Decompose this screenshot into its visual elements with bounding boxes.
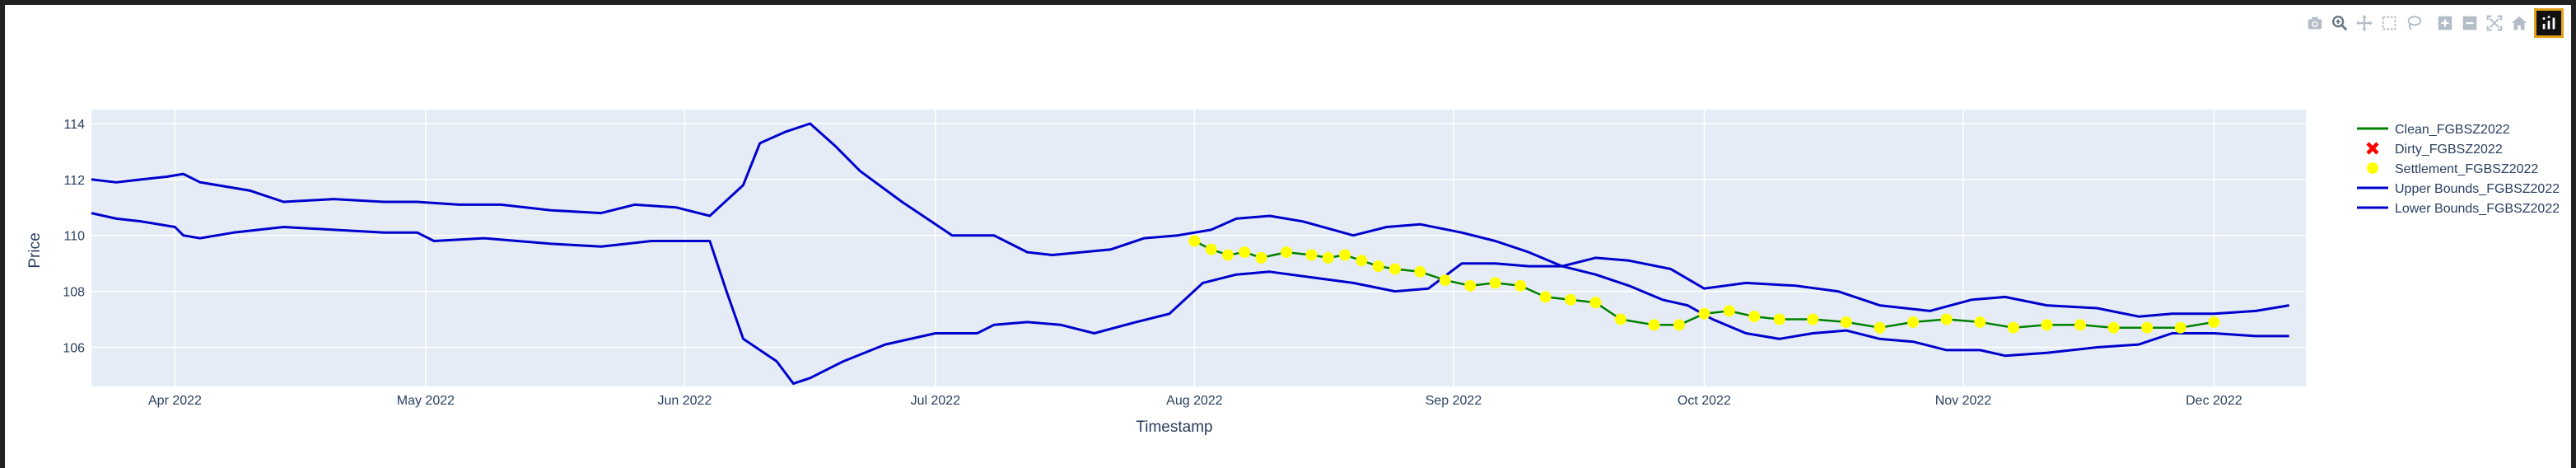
x-tick-label: Nov 2022 bbox=[1935, 394, 1992, 408]
settlement-marker[interactable] bbox=[1514, 279, 1527, 292]
settlement-marker[interactable] bbox=[1222, 249, 1234, 261]
legend-item[interactable]: Dirty_FGBSZ2022 bbox=[2366, 142, 2503, 157]
legend-label: Clean_FGBSZ2022 bbox=[2395, 123, 2510, 137]
settlement-marker[interactable] bbox=[1840, 316, 1852, 328]
zoom-out-icon[interactable] bbox=[2457, 11, 2482, 35]
x-axis-ticks: Apr 2022 May 2022 Jun 2022 Jul 2022 Aug 2022… bbox=[148, 394, 2242, 408]
legend-item[interactable]: Lower Bounds_FGBSZ2022 bbox=[2357, 202, 2560, 216]
settlement-marker[interactable] bbox=[1907, 316, 1920, 328]
series-line-upper-bounds-fgbsz2022[interactable] bbox=[91, 122, 2289, 318]
settlement-marker[interactable] bbox=[2208, 316, 2220, 328]
x-tick-label: Dec 2022 bbox=[2186, 394, 2242, 408]
settlement-marker[interactable] bbox=[1589, 297, 1602, 309]
camera-icon[interactable] bbox=[2303, 11, 2327, 35]
lasso-icon[interactable] bbox=[2401, 11, 2426, 35]
y-tick-label: 112 bbox=[63, 174, 85, 188]
legend-item[interactable]: Settlement_FGBSZ2022 bbox=[2367, 162, 2538, 176]
series-line-clean-fgbsz2022[interactable] bbox=[1193, 240, 2214, 329]
settlement-marker[interactable] bbox=[1648, 319, 1660, 331]
pan-icon[interactable] bbox=[2352, 11, 2377, 35]
legend-item[interactable]: Clean_FGBSZ2022 bbox=[2357, 123, 2510, 137]
box-select-icon[interactable] bbox=[2377, 11, 2401, 35]
plot-page: Apr 2022 May 2022 Jun 2022 Jul 2022 Aug 2022… bbox=[5, 5, 2571, 468]
legend-marker-swatch bbox=[2367, 162, 2378, 174]
y-tick-label: 106 bbox=[63, 341, 85, 355]
zoom-icon[interactable] bbox=[2327, 11, 2352, 35]
settlement-marker[interactable] bbox=[1464, 279, 1477, 292]
settlement-marker[interactable] bbox=[2174, 321, 2186, 334]
settlement-marker[interactable] bbox=[1281, 246, 1293, 259]
settlement-marker[interactable] bbox=[1372, 260, 1384, 273]
settlement-marker[interactable] bbox=[1698, 307, 1710, 320]
settlement-marker[interactable] bbox=[2041, 319, 2053, 331]
zoom-in-icon[interactable] bbox=[2433, 11, 2457, 35]
settlement-marker[interactable] bbox=[1874, 321, 1886, 334]
settlement-marker[interactable] bbox=[1773, 313, 1785, 325]
y-tick-label: 114 bbox=[63, 118, 85, 132]
legend[interactable]: Clean_FGBSZ2022 Dirty_FGBSZ2022 Settlement… bbox=[2357, 123, 2560, 216]
settlement-marker[interactable] bbox=[1489, 277, 1501, 289]
x-tick-label: May 2022 bbox=[397, 394, 455, 408]
modebar bbox=[2303, 8, 2564, 38]
settlement-marker[interactable] bbox=[1205, 243, 1217, 255]
series-line-lower-bounds-fgbsz2022[interactable] bbox=[91, 212, 2289, 386]
settlement-marker[interactable] bbox=[1748, 311, 1761, 323]
legend-item[interactable]: Upper Bounds_FGBSZ2022 bbox=[2357, 182, 2560, 196]
x-tick-label: Sep 2022 bbox=[1426, 394, 1482, 408]
series-layer bbox=[91, 122, 2289, 386]
settlement-marker[interactable] bbox=[1723, 305, 1735, 317]
settlement-marker[interactable] bbox=[1940, 313, 1953, 325]
settlement-marker[interactable] bbox=[1239, 246, 1251, 259]
x-tick-label: Aug 2022 bbox=[1166, 394, 1223, 408]
settlement-marker[interactable] bbox=[1565, 293, 1577, 306]
legend-label: Settlement_FGBSZ2022 bbox=[2395, 162, 2538, 176]
plot-area[interactable] bbox=[91, 110, 2306, 386]
settlement-marker[interactable] bbox=[1255, 251, 1267, 264]
settlement-marker[interactable] bbox=[1339, 249, 1351, 261]
settlement-marker[interactable] bbox=[1439, 274, 1451, 287]
settlement-marker[interactable] bbox=[2074, 319, 2087, 331]
settlement-marker[interactable] bbox=[2007, 321, 2019, 334]
settlement-marker[interactable] bbox=[1305, 249, 1318, 261]
settlement-marker[interactable] bbox=[2141, 321, 2154, 334]
settlement-marker[interactable] bbox=[1974, 316, 1986, 328]
y-axis-title: Price bbox=[26, 232, 44, 268]
y-axis-ticks: 106 108 110 112 114 bbox=[63, 118, 85, 356]
x-tick-label: Apr 2022 bbox=[148, 394, 202, 408]
settlement-marker[interactable] bbox=[1673, 319, 1685, 331]
settlement-marker[interactable] bbox=[1614, 313, 1626, 325]
legend-label: Dirty_FGBSZ2022 bbox=[2395, 143, 2503, 157]
settlement-marker[interactable] bbox=[1356, 255, 1368, 267]
legend-label: Lower Bounds_FGBSZ2022 bbox=[2395, 202, 2560, 216]
price-chart[interactable]: Apr 2022 May 2022 Jun 2022 Jul 2022 Aug 2022… bbox=[5, 5, 2571, 468]
legend-label: Upper Bounds_FGBSZ2022 bbox=[2395, 182, 2560, 196]
autoscale-icon[interactable] bbox=[2482, 11, 2507, 35]
plotly-logo-icon[interactable] bbox=[2534, 8, 2564, 38]
y-tick-label: 108 bbox=[63, 286, 85, 300]
x-axis-title: Timestamp bbox=[1136, 419, 1212, 436]
settlement-marker[interactable] bbox=[1414, 265, 1426, 278]
reset-axes-icon[interactable] bbox=[2507, 11, 2532, 35]
settlement-marker[interactable] bbox=[1539, 291, 1552, 303]
plot-background[interactable] bbox=[91, 110, 2306, 386]
x-tick-label: Jul 2022 bbox=[911, 394, 961, 408]
settlement-marker[interactable] bbox=[1188, 235, 1201, 247]
legend-x-marker-swatch bbox=[2366, 142, 2379, 155]
x-tick-label: Oct 2022 bbox=[1678, 394, 1731, 408]
settlement-marker[interactable] bbox=[1807, 313, 1819, 325]
settlement-marker[interactable] bbox=[2107, 321, 2120, 334]
settlement-marker[interactable] bbox=[1322, 251, 1334, 264]
y-tick-label: 110 bbox=[63, 230, 85, 244]
x-tick-label: Jun 2022 bbox=[658, 394, 712, 408]
settlement-marker[interactable] bbox=[1388, 263, 1401, 275]
